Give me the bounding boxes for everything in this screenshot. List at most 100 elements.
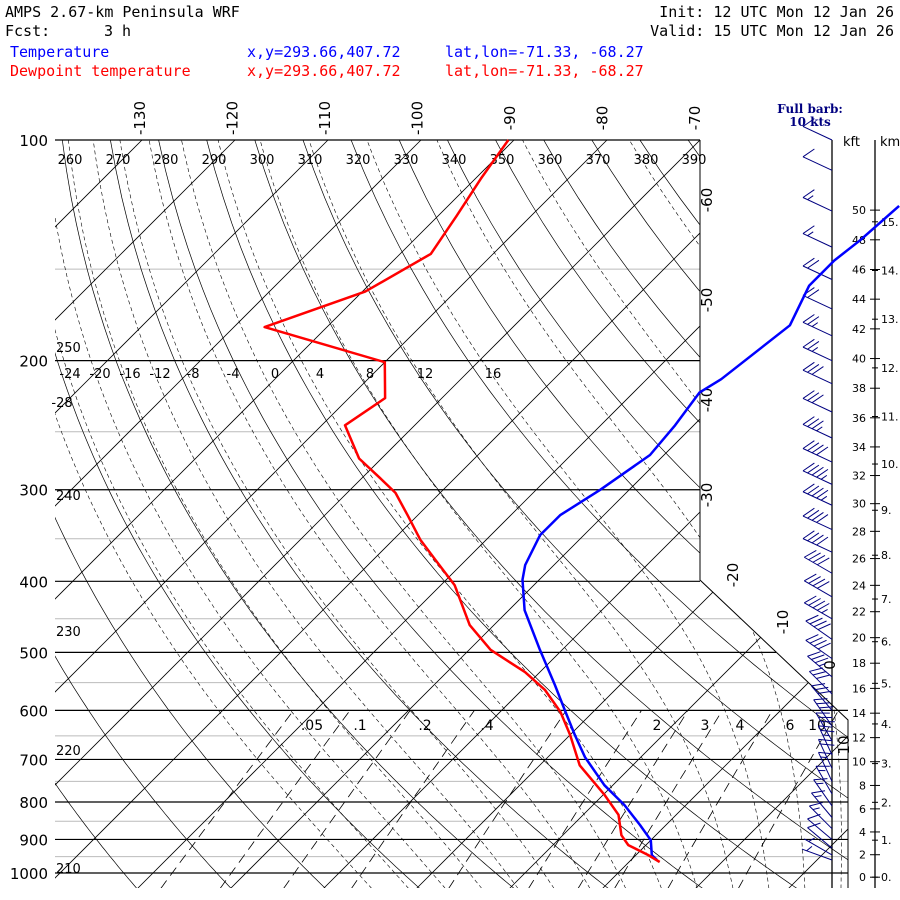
wind-barb	[807, 813, 833, 840]
barb-feather	[805, 614, 819, 622]
km-tick-label: 12.	[881, 362, 899, 375]
kft-tick-label: 14	[852, 707, 866, 720]
dry-adiabat	[447, 140, 848, 888]
barb-feather	[802, 189, 815, 198]
moist-adiabat	[119, 140, 555, 888]
barb-feather	[807, 485, 820, 495]
dry-adiabat-label: 320	[346, 153, 371, 168]
barb-feather	[816, 782, 824, 785]
km-tick-label: 7.	[881, 593, 892, 606]
moist-adiabat-label: -24	[59, 367, 80, 382]
dry-adiabat-label: 240	[56, 489, 81, 504]
isotherm-label-top: -130	[131, 101, 149, 135]
dry-adiabat-label: 210	[56, 862, 81, 877]
barb-feather	[802, 390, 815, 399]
kft-tick-label: 8	[859, 779, 866, 792]
barb-shaft	[802, 126, 833, 141]
forecast-label: Fcst:	[5, 22, 51, 40]
km-tick-label: 11.	[881, 410, 899, 423]
isotherm-label-right: -10	[774, 610, 792, 635]
wind-barb	[802, 462, 833, 485]
moist-adiabat-label: 0	[271, 367, 279, 382]
barb-feather	[820, 729, 835, 733]
barb-feather	[811, 466, 824, 476]
wind-barb	[811, 683, 833, 711]
mixing-ratio-line	[577, 710, 689, 888]
barb-feather	[811, 444, 824, 454]
km-tick-label: 6.	[881, 636, 892, 649]
km-axis-label: km	[880, 135, 900, 150]
wind-barb	[802, 530, 833, 553]
barb-shaft	[802, 197, 833, 212]
barb-shaft	[802, 515, 833, 531]
km-tick-label: 1.	[881, 834, 892, 847]
barb-feather	[807, 316, 820, 325]
barb-feather	[822, 734, 830, 737]
dry-adiabat	[398, 140, 848, 888]
wind-barb	[818, 751, 833, 782]
dry-adiabat	[302, 140, 848, 888]
barb-feather	[808, 598, 821, 606]
kft-tick-label: 32	[852, 470, 866, 483]
barb-feather	[804, 573, 817, 582]
barb-feather	[813, 639, 827, 647]
wind-barb	[804, 837, 833, 856]
mixing-ratio-line	[614, 710, 723, 888]
init-time: Init: 12 UTC Mon 12 Jan 26	[659, 3, 894, 21]
barb-feather	[802, 361, 815, 371]
km-tick-label: 14.	[881, 265, 899, 278]
moist-adiabat	[55, 140, 373, 888]
moist-adiabat-label: -8	[187, 367, 200, 382]
barb-feather	[814, 657, 829, 664]
km-tick-label: 8.	[881, 549, 892, 562]
barb-feather	[811, 347, 819, 352]
dry-adiabat-label: 280	[154, 153, 179, 168]
wind-barb	[805, 614, 833, 640]
barb-feather	[809, 636, 823, 644]
barb-feather	[811, 366, 824, 375]
barb-feather	[816, 446, 829, 456]
barb-feather	[807, 341, 820, 350]
wind-barb	[815, 765, 833, 795]
barb-shaft	[807, 827, 833, 849]
mixing-ratio-line	[737, 710, 839, 888]
barb-shaft	[802, 491, 833, 506]
barb-shaft	[811, 792, 833, 818]
barb-shaft	[802, 470, 833, 485]
barb-shaft	[802, 294, 833, 310]
kft-tick-label: 50	[852, 204, 866, 217]
wind-barb	[807, 651, 833, 678]
kft-tick-label: 38	[852, 382, 866, 395]
isotherm-label-top: -80	[594, 106, 612, 131]
isotherm-label-top: -110	[316, 101, 334, 135]
wind-barb	[802, 507, 833, 531]
barb-feather	[807, 813, 821, 820]
legend-dewpoint-xy: x,y=293.66,407.72	[247, 62, 401, 80]
mixing-ratio-label: 2	[653, 718, 662, 734]
moist-adiabat	[148, 140, 591, 888]
mixing-ratio-label: 3	[701, 718, 710, 734]
dry-adiabat	[0, 140, 43, 889]
isotherm-label-right: -20	[724, 563, 742, 588]
pressure-label: 900	[19, 831, 48, 849]
barb-feather	[811, 394, 824, 404]
barb-feather	[807, 364, 820, 373]
barb-feather	[804, 550, 817, 558]
isotherm	[509, 140, 848, 888]
barb-feather	[802, 314, 815, 323]
isotherm-label-right: -50	[698, 288, 716, 313]
moist-adiabat-label: 4	[316, 367, 324, 382]
mixing-ratio-label: .4	[480, 718, 493, 734]
barb-feather	[812, 578, 826, 587]
wind-barb	[805, 634, 833, 660]
barb-feather	[816, 514, 829, 523]
moist-adiabat-label: 8	[366, 367, 374, 382]
barb-feather	[820, 474, 828, 480]
kft-tick-label: 10	[852, 756, 866, 769]
moist-adiabat	[217, 140, 662, 888]
dry-adiabat-label: 380	[634, 153, 659, 168]
dry-adiabat	[639, 140, 848, 888]
barb-feather	[807, 231, 814, 237]
wind-barb	[802, 314, 833, 337]
wind-barb	[804, 550, 833, 574]
